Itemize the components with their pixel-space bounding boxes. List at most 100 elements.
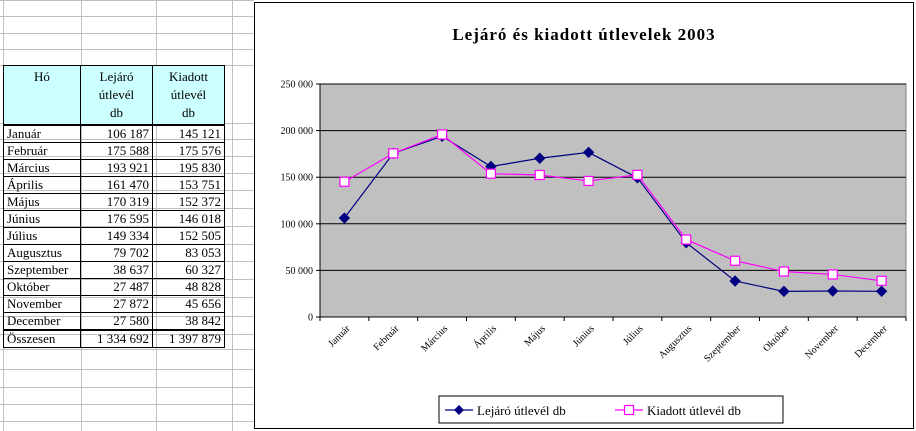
chart-legend[interactable]: Lejáró útlevél db Kiadott útlevél db [438, 395, 784, 424]
x-tick-label: December [853, 323, 890, 360]
header-cell-lejaro[interactable]: Lejáró útlevél db [80, 65, 153, 126]
cell-kiadott[interactable]: 195 830 [152, 159, 225, 177]
table-row: Június 176 595 146 018 [3, 210, 225, 228]
cell-lejaro[interactable]: 1 334 692 [80, 329, 153, 348]
cell-kiadott[interactable]: 45 656 [152, 295, 225, 313]
table-header-row: Hó Lejáró útlevél db Kiadott útlevél db [3, 65, 225, 126]
cell-lejaro[interactable]: 175 588 [80, 142, 153, 160]
cell-month[interactable]: Február [3, 142, 81, 160]
x-tick-label: Június [571, 323, 597, 349]
cell-lejaro[interactable]: 193 921 [80, 159, 153, 177]
cell-lejaro[interactable]: 38 637 [80, 261, 153, 279]
data-point-kiadott[interactable] [778, 266, 790, 277]
cell-month[interactable]: Július [3, 227, 81, 245]
x-tick-label: Július [621, 323, 645, 347]
legend-box [438, 395, 784, 424]
table-row: Május 170 319 152 372 [3, 193, 225, 211]
cell-lejaro[interactable]: 106 187 [80, 124, 153, 143]
cell-kiadott[interactable]: 175 576 [152, 142, 225, 160]
table-row: Július 149 334 152 505 [3, 227, 225, 245]
data-point-lejaro[interactable] [582, 146, 595, 159]
table-row: December 27 580 38 842 [3, 312, 225, 331]
data-point-kiadott[interactable] [436, 129, 448, 140]
cell-month[interactable]: Április [3, 176, 81, 194]
table-row: Január 106 187 145 121 [3, 124, 225, 143]
data-point-kiadott[interactable] [388, 148, 399, 159]
data-point-lejaro[interactable] [875, 285, 888, 298]
data-point-lejaro[interactable] [778, 285, 790, 298]
y-tick-label: 250 000 [281, 80, 314, 91]
y-tick-label: 100 000 [281, 219, 314, 230]
data-point-lejaro[interactable] [338, 212, 351, 224]
table-row: Augusztus 79 702 83 053 [3, 244, 225, 262]
cell-kiadott[interactable]: 60 327 [152, 261, 225, 279]
data-point-lejaro[interactable] [534, 152, 546, 164]
cell-month[interactable]: Augusztus [3, 244, 81, 262]
cell-kiadott[interactable]: 38 842 [152, 312, 225, 331]
data-point-kiadott[interactable] [681, 234, 692, 245]
y-tick-label: 0 [308, 313, 313, 324]
legend-marker-square-icon [623, 404, 635, 416]
cell-lejaro[interactable]: 170 319 [80, 193, 153, 211]
data-point-lejaro[interactable] [827, 285, 839, 297]
x-tick-label: Március [419, 323, 450, 354]
x-tick-label: Szeptember [702, 323, 744, 365]
cell-kiadott[interactable]: 152 372 [152, 193, 225, 211]
cell-lejaro[interactable]: 161 470 [80, 176, 153, 194]
plot-area[interactable] [319, 83, 907, 318]
cell-lejaro[interactable]: 27 487 [80, 278, 153, 296]
x-tick-label: Május [522, 323, 548, 349]
cell-month[interactable]: Január [3, 124, 81, 143]
data-point-kiadott[interactable] [583, 175, 594, 187]
header-line: db [110, 105, 123, 120]
cell-month[interactable]: December [3, 312, 81, 331]
legend-label-lejaro: Lejáró útlevél db [477, 403, 566, 418]
table-row: Március 193 921 195 830 [3, 159, 225, 177]
cell-month[interactable]: Május [3, 193, 81, 211]
data-point-kiadott[interactable] [485, 168, 497, 179]
chart-title: Lejáró és kiadott útlevelek 2003 [452, 25, 715, 44]
cell-kiadott[interactable]: 1 397 879 [152, 329, 225, 348]
cell-lejaro[interactable]: 149 334 [80, 227, 153, 245]
header-line: db [182, 105, 195, 120]
header-line: Hó [34, 69, 50, 84]
cell-kiadott[interactable]: 48 828 [152, 278, 225, 296]
data-point-kiadott[interactable] [827, 269, 838, 280]
chart-object[interactable]: Lejáró és kiadott útlevelek 2003 0 50 000 1… [254, 2, 914, 429]
data-point-kiadott[interactable] [632, 169, 643, 180]
x-tick-label: Április [471, 323, 499, 351]
cell-kiadott[interactable]: 146 018 [152, 210, 225, 228]
cell-lejaro[interactable]: 27 580 [80, 312, 153, 331]
cell-month[interactable]: Összesen [3, 329, 81, 348]
cell-lejaro[interactable]: 79 702 [80, 244, 153, 262]
cell-month[interactable]: Október [3, 278, 81, 296]
y-tick-label: 200 000 [281, 126, 314, 137]
data-point-kiadott[interactable] [534, 169, 545, 181]
table-body: Január 106 187 145 121 Február 175 588 175 57… [3, 124, 225, 348]
data-point-kiadott[interactable] [876, 275, 887, 286]
cell-lejaro[interactable]: 176 595 [80, 210, 153, 228]
series-line-1[interactable] [343, 135, 882, 292]
cell-kiadott[interactable]: 83 053 [152, 244, 225, 262]
cell-month[interactable]: Június [3, 210, 81, 228]
header-cell-kiadott[interactable]: Kiadott útlevél db [152, 65, 225, 126]
cell-month[interactable]: November [3, 295, 81, 313]
y-tick-label: 50 000 [286, 266, 314, 277]
table-row: Április 161 470 153 751 [3, 176, 225, 194]
table-row: November 27 872 45 656 [3, 295, 225, 313]
cell-month[interactable]: Szeptember [3, 261, 81, 279]
header-cell-month[interactable]: Hó [3, 65, 81, 126]
x-tick-label: Október [761, 323, 792, 354]
x-tick-label: November [803, 323, 841, 361]
data-point-kiadott[interactable] [729, 255, 741, 266]
cell-kiadott[interactable]: 152 505 [152, 227, 225, 245]
cell-month[interactable]: Március [3, 159, 81, 177]
data-point-kiadott[interactable] [339, 176, 350, 187]
cell-lejaro[interactable]: 27 872 [80, 295, 153, 313]
series-line-2[interactable] [344, 133, 882, 282]
header-line: Lejáró [99, 69, 134, 84]
data-point-lejaro[interactable] [729, 275, 741, 287]
table-row: Összesen 1 334 692 1 397 879 [3, 329, 225, 348]
cell-kiadott[interactable]: 145 121 [152, 124, 225, 143]
cell-kiadott[interactable]: 153 751 [152, 176, 225, 194]
